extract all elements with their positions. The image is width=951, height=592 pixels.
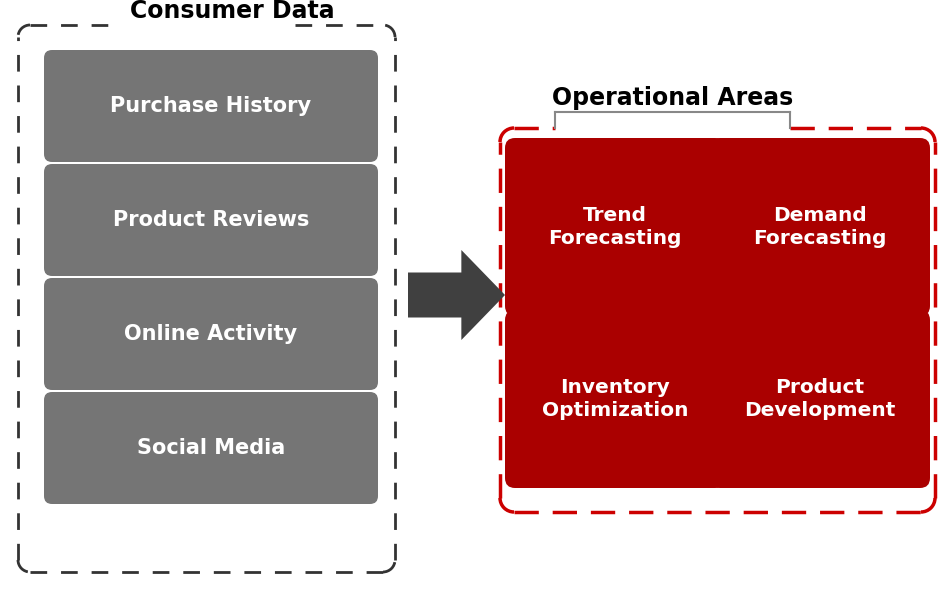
Text: Trend
Forecasting: Trend Forecasting	[548, 206, 682, 248]
Text: Social Media: Social Media	[137, 438, 285, 458]
Text: Product Reviews: Product Reviews	[113, 210, 309, 230]
FancyBboxPatch shape	[44, 392, 378, 504]
FancyBboxPatch shape	[44, 278, 378, 390]
FancyBboxPatch shape	[710, 138, 930, 316]
FancyBboxPatch shape	[505, 138, 725, 316]
Text: Operational Areas: Operational Areas	[552, 86, 793, 110]
FancyBboxPatch shape	[44, 164, 378, 276]
Text: Purchase History: Purchase History	[110, 96, 312, 116]
Text: Inventory
Optimization: Inventory Optimization	[542, 378, 689, 420]
Text: Product
Development: Product Development	[745, 378, 896, 420]
FancyBboxPatch shape	[44, 50, 378, 162]
Text: Consumer Data: Consumer Data	[130, 0, 335, 23]
FancyBboxPatch shape	[710, 310, 930, 488]
Text: Demand
Forecasting: Demand Forecasting	[753, 206, 886, 248]
Text: Online Activity: Online Activity	[125, 324, 298, 344]
FancyBboxPatch shape	[505, 310, 725, 488]
Polygon shape	[408, 250, 505, 340]
